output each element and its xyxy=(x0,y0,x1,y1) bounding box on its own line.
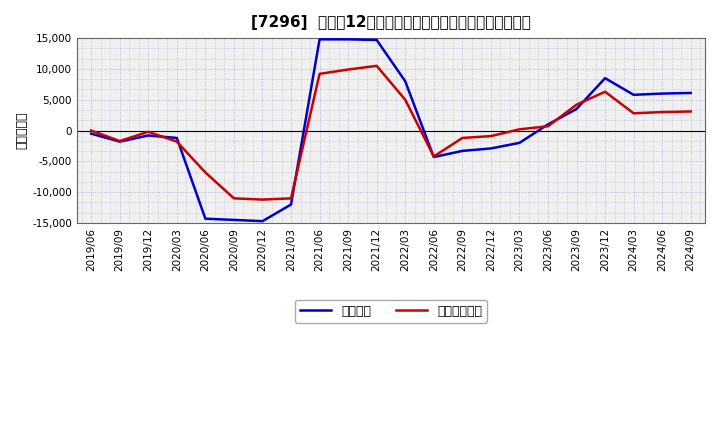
経常利益 xyxy=(144,133,153,138)
Line: 当期累約利益: 当期累約利益 xyxy=(91,66,690,200)
Y-axis label: （百万円）: （百万円） xyxy=(15,112,28,149)
Legend: 経常利益, 当期累約利益: 経常利益, 当期累約利益 xyxy=(294,300,487,323)
当期累約利益 xyxy=(173,139,181,144)
経常利益 xyxy=(458,148,467,154)
当期累約利益 xyxy=(458,136,467,141)
当期累約利益 xyxy=(315,71,324,77)
経常利益 xyxy=(487,146,495,151)
当期累約利益 xyxy=(629,111,638,116)
当期累約利益 xyxy=(600,89,609,94)
経常利益 xyxy=(658,91,667,96)
当期累約利益 xyxy=(115,139,124,144)
経常利益 xyxy=(600,76,609,81)
経常利益 xyxy=(372,37,381,43)
経常利益 xyxy=(230,217,238,223)
当期累約利益 xyxy=(429,154,438,159)
経常利益 xyxy=(401,79,410,84)
経常利益 xyxy=(115,139,124,144)
当期累約利益 xyxy=(686,109,695,114)
当期累約利益 xyxy=(287,196,295,201)
当期累約利益 xyxy=(87,128,96,133)
当期累約利益 xyxy=(230,196,238,201)
経常利益 xyxy=(544,122,552,127)
経常利益 xyxy=(629,92,638,97)
経常利益 xyxy=(87,131,96,136)
経常利益 xyxy=(686,90,695,95)
経常利益 xyxy=(201,216,210,221)
経常利益 xyxy=(429,154,438,160)
当期累約利益 xyxy=(515,127,523,132)
経常利益 xyxy=(258,219,267,224)
経常利益 xyxy=(173,136,181,141)
当期累約利益 xyxy=(544,124,552,129)
当期累約利益 xyxy=(344,67,353,72)
経常利益 xyxy=(515,140,523,146)
当期累約利益 xyxy=(144,129,153,135)
当期累約利益 xyxy=(658,110,667,115)
当期累約利益 xyxy=(487,133,495,139)
当期累約利益 xyxy=(201,170,210,175)
当期累約利益 xyxy=(372,63,381,69)
当期累約利益 xyxy=(572,102,581,107)
Line: 経常利益: 経常利益 xyxy=(91,39,690,221)
経常利益 xyxy=(287,202,295,207)
経常利益 xyxy=(344,37,353,42)
Title: [7296]  利益だ12か月移動合計の対前年同期増減額の推移: [7296] 利益だ12か月移動合計の対前年同期増減額の推移 xyxy=(251,15,531,30)
当期累約利益 xyxy=(258,197,267,202)
経常利益 xyxy=(315,37,324,42)
経常利益 xyxy=(572,106,581,112)
当期累約利益 xyxy=(401,97,410,103)
